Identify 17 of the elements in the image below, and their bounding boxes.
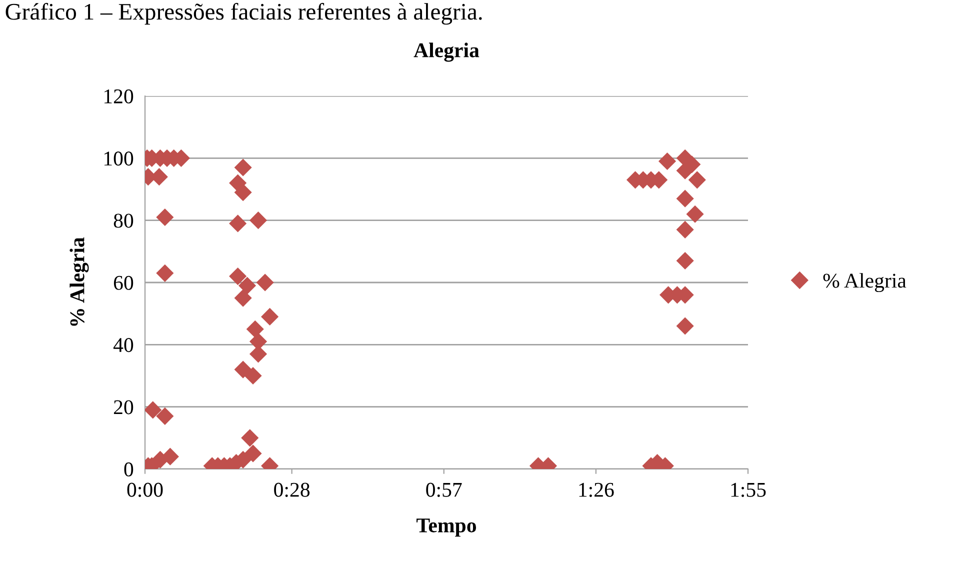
y-tick-label: 0 [124,462,134,476]
y-tick-label: 60 [114,276,134,290]
y-tick-label: 20 [114,400,134,414]
y-tick-label: 100 [104,152,134,166]
chart-title: Alegria [414,42,480,62]
x-tick-label: 0:00 [127,482,163,497]
x-axis-title: Tempo [416,518,476,537]
x-tick-label: 1:55 [731,482,766,497]
text: Gráfico 1 – Expressões faciais referentes à alegria. [6,2,482,25]
y-axis-title: % Alegria [70,237,89,326]
y-tick-label: 120 [104,89,134,104]
x-tick-label: 0:57 [426,482,462,497]
y-tick-label: 80 [114,214,134,228]
x-tick-label: 1:26 [579,482,614,497]
legend-label: % Alegria [823,273,906,292]
y-tick-label: 40 [113,338,134,352]
x-tick-label: 0:28 [274,482,310,497]
